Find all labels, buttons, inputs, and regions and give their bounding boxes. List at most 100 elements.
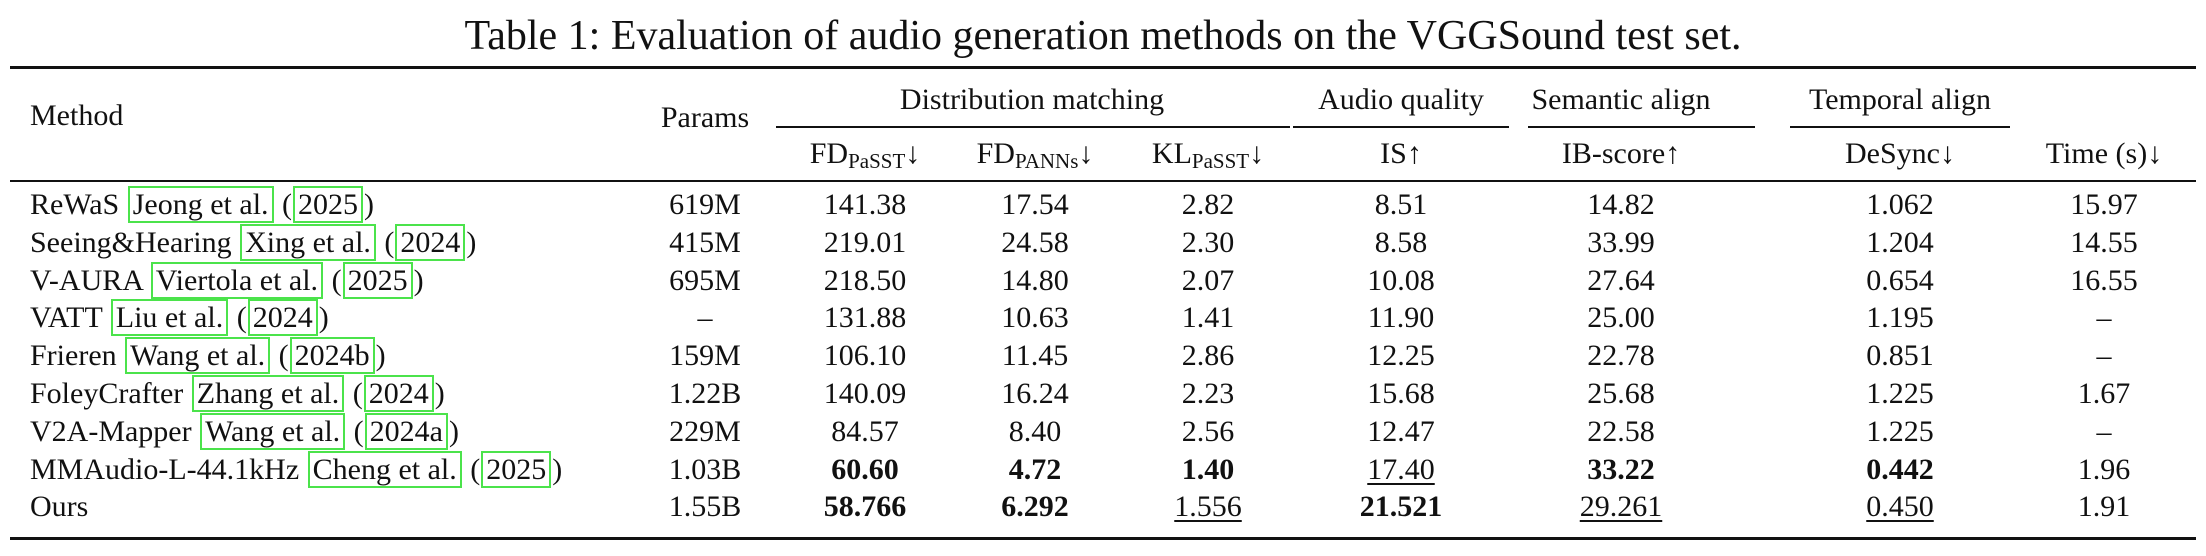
group-rule-semantic bbox=[1528, 126, 1755, 128]
method-cell: ReWaS Jeong et al. (2025) bbox=[30, 186, 375, 223]
desync-cell: 1.225 bbox=[1866, 415, 1934, 448]
desync-cell: 0.851 bbox=[1866, 339, 1934, 372]
top-rule bbox=[10, 66, 2196, 69]
citation-year-link[interactable]: 2024a bbox=[364, 413, 448, 450]
params-cell: 1.22B bbox=[668, 377, 742, 410]
params-cell: 695M bbox=[669, 264, 741, 297]
ib-score-cell: 33.22 bbox=[1587, 453, 1655, 486]
header-fd-panns: FDPANNs↓ bbox=[976, 137, 1094, 173]
kl-passt-cell: 2.23 bbox=[1181, 377, 1235, 410]
group-rule-temporal bbox=[1790, 126, 2010, 128]
method-name: FoleyCrafter bbox=[30, 377, 184, 410]
header-desync: DeSync↓ bbox=[1845, 137, 1955, 170]
citation-year-link[interactable]: 2024 bbox=[363, 375, 434, 412]
ib-score-cell: 27.64 bbox=[1587, 264, 1655, 297]
method-cell: Ours bbox=[30, 489, 88, 525]
method-name: VATT bbox=[30, 301, 103, 334]
citation-year-link[interactable]: 2025 bbox=[342, 262, 413, 299]
method-cell: Seeing&Hearing Xing et al. (2024) bbox=[30, 224, 477, 261]
desync-cell: 1.225 bbox=[1866, 377, 1934, 410]
method-name: Ours bbox=[30, 490, 89, 523]
header-distribution-matching: Distribution matching bbox=[899, 83, 1165, 116]
desync-cell: 1.204 bbox=[1866, 226, 1934, 259]
fd-panns-cell: 11.45 bbox=[1001, 339, 1069, 372]
citation-year-link[interactable]: 2024 bbox=[247, 299, 318, 336]
params-cell: – bbox=[697, 301, 713, 334]
fd-panns-cell: 24.58 bbox=[1001, 226, 1069, 259]
fd-passt-cell: 141.38 bbox=[823, 188, 907, 221]
fd-passt-cell: 106.10 bbox=[823, 339, 907, 372]
is-cell: 8.51 bbox=[1374, 188, 1428, 221]
header-params: Params bbox=[660, 101, 750, 134]
fd-passt-cell: 218.50 bbox=[823, 264, 907, 297]
citation-year-link[interactable]: 2024b bbox=[289, 337, 375, 374]
bottom-rule bbox=[10, 537, 2196, 540]
params-cell: 415M bbox=[669, 226, 741, 259]
ib-score-cell: 14.82 bbox=[1587, 188, 1655, 221]
fd-panns-cell: 17.54 bbox=[1001, 188, 1069, 221]
is-cell: 17.40 bbox=[1367, 453, 1435, 486]
fd-panns-cell: 10.63 bbox=[1001, 301, 1069, 334]
desync-cell: 0.442 bbox=[1866, 453, 1934, 486]
fd-passt-cell: 131.88 bbox=[823, 301, 907, 334]
citation-link[interactable]: Cheng et al. bbox=[307, 451, 462, 488]
kl-passt-cell: 2.07 bbox=[1181, 264, 1235, 297]
ib-score-cell: 22.58 bbox=[1587, 415, 1655, 448]
method-name: MMAudio-L-44.1kHz bbox=[30, 453, 300, 486]
is-cell: 12.25 bbox=[1367, 339, 1435, 372]
fd-passt-cell: 219.01 bbox=[823, 226, 907, 259]
citation-year-link[interactable]: 2024 bbox=[395, 224, 466, 261]
citation-link[interactable]: Viertola et al. bbox=[150, 262, 324, 299]
kl-passt-cell: 2.82 bbox=[1181, 188, 1235, 221]
citation-link[interactable]: Xing et al. bbox=[240, 224, 376, 261]
ib-score-cell: 22.78 bbox=[1587, 339, 1655, 372]
params-cell: 1.55B bbox=[668, 490, 742, 523]
table-caption: Table 1: Evaluation of audio generation … bbox=[464, 13, 1742, 59]
time-cell: – bbox=[2096, 415, 2112, 448]
params-cell: 229M bbox=[669, 415, 741, 448]
desync-cell: 0.450 bbox=[1866, 490, 1934, 523]
fd-passt-cell: 84.57 bbox=[831, 415, 899, 448]
is-cell: 12.47 bbox=[1367, 415, 1435, 448]
method-name: V2A-Mapper bbox=[30, 415, 192, 448]
citation-link[interactable]: Wang et al. bbox=[200, 413, 346, 450]
params-cell: 159M bbox=[669, 339, 741, 372]
method-cell: MMAudio-L-44.1kHz Cheng et al. (2025) bbox=[30, 451, 563, 488]
kl-passt-cell: 2.30 bbox=[1181, 226, 1235, 259]
citation-link[interactable]: Zhang et al. bbox=[191, 375, 345, 412]
time-cell: 15.97 bbox=[2070, 188, 2138, 221]
method-cell: FoleyCrafter Zhang et al. (2024) bbox=[30, 375, 445, 412]
citation-link[interactable]: Liu et al. bbox=[110, 299, 229, 336]
kl-passt-cell: 2.56 bbox=[1181, 415, 1235, 448]
desync-cell: 1.062 bbox=[1866, 188, 1934, 221]
citation-link[interactable]: Jeong et al. bbox=[127, 186, 274, 223]
ib-score-cell: 29.261 bbox=[1579, 490, 1663, 523]
method-cell: V-AURA Viertola et al. (2025) bbox=[30, 262, 424, 299]
time-cell: 1.96 bbox=[2077, 453, 2131, 486]
group-rule-audio bbox=[1293, 126, 1509, 128]
params-cell: 619M bbox=[669, 188, 741, 221]
group-rule-distribution bbox=[776, 126, 1290, 128]
time-cell: – bbox=[2096, 339, 2112, 372]
fd-panns-cell: 16.24 bbox=[1001, 377, 1069, 410]
method-name: Frieren bbox=[30, 339, 117, 372]
method-cell: VATT Liu et al. (2024) bbox=[30, 299, 329, 336]
is-cell: 8.58 bbox=[1374, 226, 1428, 259]
header-time: Time (s)↓ bbox=[2045, 137, 2163, 170]
ib-score-cell: 33.99 bbox=[1587, 226, 1655, 259]
fd-passt-cell: 140.09 bbox=[823, 377, 907, 410]
params-cell: 1.03B bbox=[668, 453, 742, 486]
citation-link[interactable]: Wang et al. bbox=[125, 337, 271, 374]
kl-passt-cell: 1.556 bbox=[1174, 490, 1242, 523]
desync-cell: 1.195 bbox=[1866, 301, 1934, 334]
ib-score-cell: 25.68 bbox=[1587, 377, 1655, 410]
is-cell: 21.521 bbox=[1359, 490, 1443, 523]
desync-cell: 0.654 bbox=[1866, 264, 1934, 297]
method-name: V-AURA bbox=[30, 264, 143, 297]
citation-year-link[interactable]: 2025 bbox=[481, 451, 552, 488]
time-cell: 1.91 bbox=[2077, 490, 2131, 523]
method-name: ReWaS bbox=[30, 188, 120, 221]
header-kl-passt: KLPaSST↓ bbox=[1151, 137, 1265, 173]
header-fd-passt: FDPaSST↓ bbox=[809, 137, 921, 173]
citation-year-link[interactable]: 2025 bbox=[293, 186, 364, 223]
